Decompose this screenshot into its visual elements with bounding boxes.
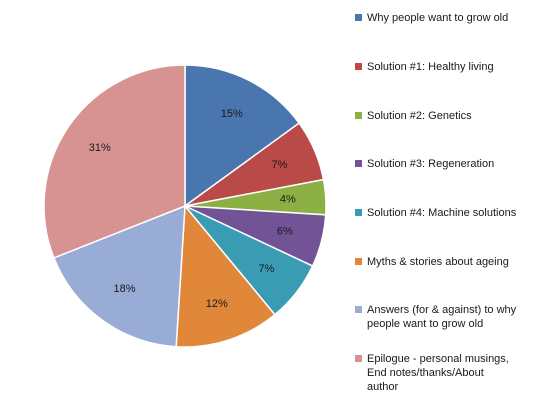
data-label: 6% [277,226,293,238]
legend-label: Epilogue - personal musings, End notes/t… [367,353,509,393]
legend-swatch [355,112,362,119]
pie-slice [175,204,276,348]
data-label: 18% [113,283,135,295]
legend-label: Why people want to grow old [367,12,509,24]
legend-swatch [355,160,362,167]
legend-label: Solution #2: Genetics [367,110,472,122]
legend-label: Solution #1: Healthy living [367,61,494,73]
data-label: 7% [272,159,288,171]
pie-slice [184,64,301,208]
data-label: 7% [258,263,274,275]
data-label: 31% [89,142,111,154]
legend-label: Myths & stories about ageing [367,256,509,268]
pie-slice [52,204,186,348]
data-label: 12% [206,298,228,310]
legend-label: Solution #4: Machine solutions [367,207,517,219]
pie-slices [43,64,327,348]
legend-swatch [355,258,362,265]
legend: Why people want to grow old Solution #1: … [352,0,533,400]
legend-swatch [355,306,362,313]
legend-swatch [355,63,362,70]
legend-swatch [355,209,362,216]
legend-swatch [355,14,362,21]
data-label: 4% [280,193,296,205]
legend-label: Solution #3: Regeneration [367,158,495,170]
data-label: 15% [221,108,243,120]
pie-slice-labels: 15% 7% 4% 6% 7% 12% 18% 31% [89,108,296,310]
pie-slice [43,64,186,259]
legend-label: Answers (for & against) to why people wa… [367,304,517,330]
legend-swatch [355,355,362,362]
